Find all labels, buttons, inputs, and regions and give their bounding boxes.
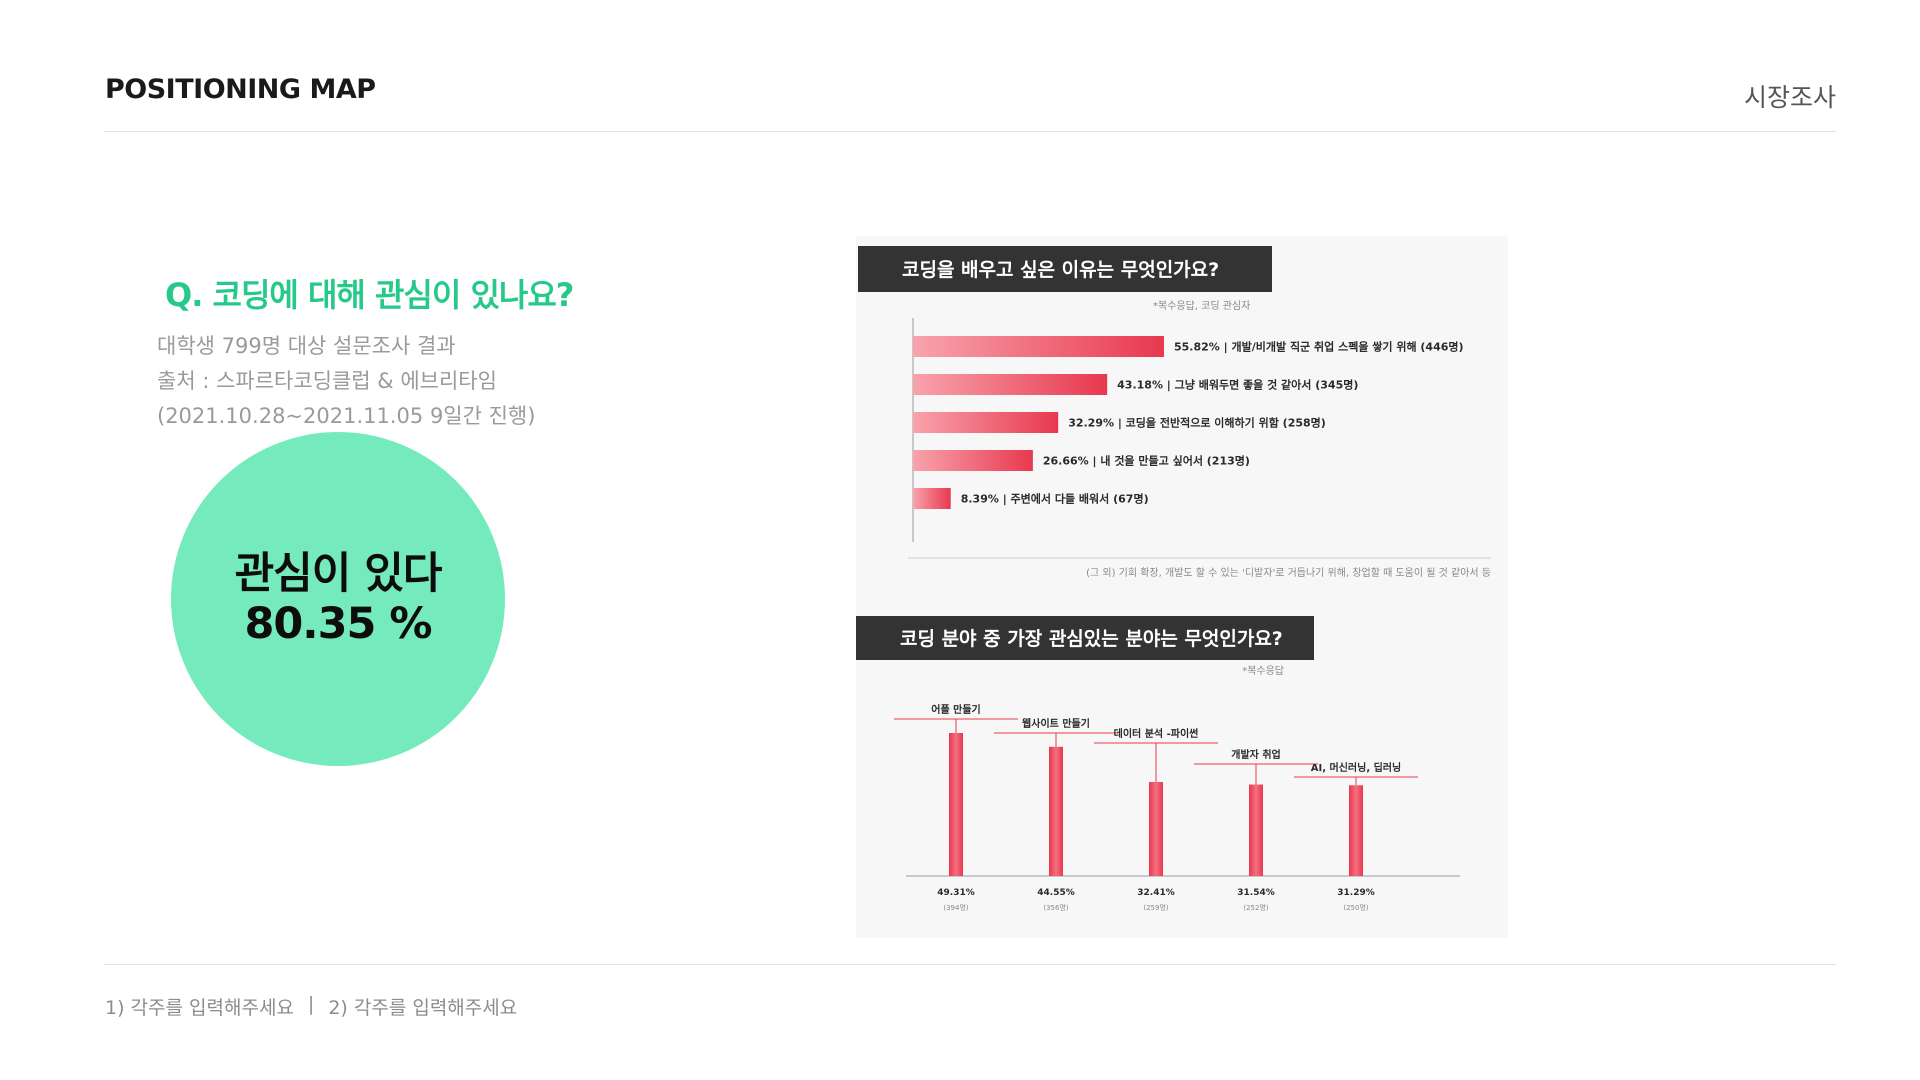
survey-chart-image: 코딩을 배우고 싶은 이유는 무엇인가요? *복수응답, 코딩 관심자 55.8… <box>856 236 1508 938</box>
chart2-bar <box>1349 785 1363 876</box>
chart2-title-bg <box>856 616 1314 660</box>
highlight-value: 80.35 % <box>244 599 432 649</box>
footnotes: 1) 각주를 입력해주세요 | 2) 각주를 입력해주세요 <box>105 993 517 1020</box>
highlight-label: 관심이 있다 <box>234 549 443 599</box>
chart2-subtitle: *복수응답 <box>1242 665 1284 677</box>
survey-meta-line: 대학생 799명 대상 설문조사 결과 <box>157 334 456 358</box>
footnote-divider: | <box>307 993 315 1015</box>
chart2-title: 코딩 분야 중 가장 관심있는 분야는 무엇인가요? <box>900 628 1283 650</box>
highlight-circle: 관심이 있다 80.35 % <box>171 432 505 766</box>
chart1-bars: 55.82% | 개발/비개발 직군 취업 스펙을 쌓기 위해 (446명) 43… <box>913 336 1464 509</box>
chart1-bar <box>913 412 1059 433</box>
chart1-title-bg <box>858 246 1272 292</box>
chart2-value-label: 32.41% <box>1137 888 1175 898</box>
chart1-bar-label: 55.82% | 개발/비개발 직군 취업 스펙을 쌓기 위해 (446명) <box>1174 340 1464 354</box>
chart2-category-label: 웹사이트 만들기 <box>1022 717 1090 730</box>
footnote-2: 2) 각주를 입력해주세요 <box>328 997 518 1019</box>
chart1-bar-label: 8.39% | 주변에서 다들 배워서 (67명) <box>961 492 1149 506</box>
chart2-bar <box>1049 746 1063 876</box>
chart2-bar <box>949 733 963 876</box>
footnote-1: 1) 각주를 입력해주세요 <box>105 997 294 1019</box>
chart2-count-label: (259명) <box>1143 903 1169 912</box>
chart1-bar-label: 26.66% | 내 것을 만들고 싶어서 (213명) <box>1043 454 1250 468</box>
survey-charts: 코딩을 배우고 싶은 이유는 무엇인가요? *복수응답, 코딩 관심자 55.8… <box>856 246 1491 912</box>
chart2-count-label: (252명) <box>1243 903 1269 912</box>
footer-divider <box>104 964 1836 965</box>
chart2-value-label: 44.55% <box>1037 888 1075 898</box>
chart2-value-label: 31.54% <box>1237 888 1275 898</box>
header-divider <box>104 131 1836 132</box>
chart1-subtitle: *복수응답, 코딩 관심자 <box>1153 300 1250 312</box>
chart2-bars: 어플 만들기 49.31% (394명) 웹사이트 만들기 44.55% (356명) 데이… <box>894 703 1418 912</box>
chart1-bar <box>913 488 951 509</box>
chart2-category-label: 어플 만들기 <box>931 703 980 716</box>
chart1-bar <box>913 450 1033 471</box>
survey-question: Q. 코딩에 대해 관심이 있나요? <box>165 276 574 314</box>
chart2-count-label: (356명) <box>1043 903 1069 912</box>
survey-meta-line: 출처 : 스파르타코딩클럽 & 에브리타임 <box>157 369 497 393</box>
chart1-bar <box>913 336 1164 357</box>
chart1-bar <box>913 374 1108 395</box>
chart2-category-label: 개발자 취업 <box>1231 748 1280 761</box>
section-label: 시장조사 <box>1743 83 1836 112</box>
chart1-bar-label: 43.18% | 그냥 배워두면 좋을 것 같아서 (345명) <box>1117 378 1358 392</box>
chart2-count-label: (394명) <box>943 903 969 912</box>
chart1-bar-label: 32.29% | 코딩을 전반적으로 이해하기 위함 (258명) <box>1068 416 1326 430</box>
chart2-value-label: 49.31% <box>937 888 975 898</box>
survey-meta-line: (2021.10.28~2021.11.05 9일간 진행) <box>157 404 536 428</box>
chart2-category-label: AI, 머신러닝, 딥러닝 <box>1311 761 1401 774</box>
chart2-count-label: (250명) <box>1343 903 1369 912</box>
chart2-bar <box>1149 782 1163 876</box>
chart2-category-label: 데이터 분석 -파이썬 <box>1114 727 1199 740</box>
survey-meta: 대학생 799명 대상 설문조사 결과 출처 : 스파르타코딩클럽 & 에브리타… <box>157 329 535 434</box>
page-title: POSITIONING MAP <box>105 74 376 105</box>
chart2-value-label: 31.29% <box>1337 888 1375 898</box>
chart1-title: 코딩을 배우고 싶은 이유는 무엇인가요? <box>902 259 1219 281</box>
chart1-footnote: (그 외) 기회 확장, 개발도 할 수 있는 '디발자'로 거듭나기 위해, … <box>1086 566 1491 579</box>
chart2-bar <box>1249 784 1263 876</box>
